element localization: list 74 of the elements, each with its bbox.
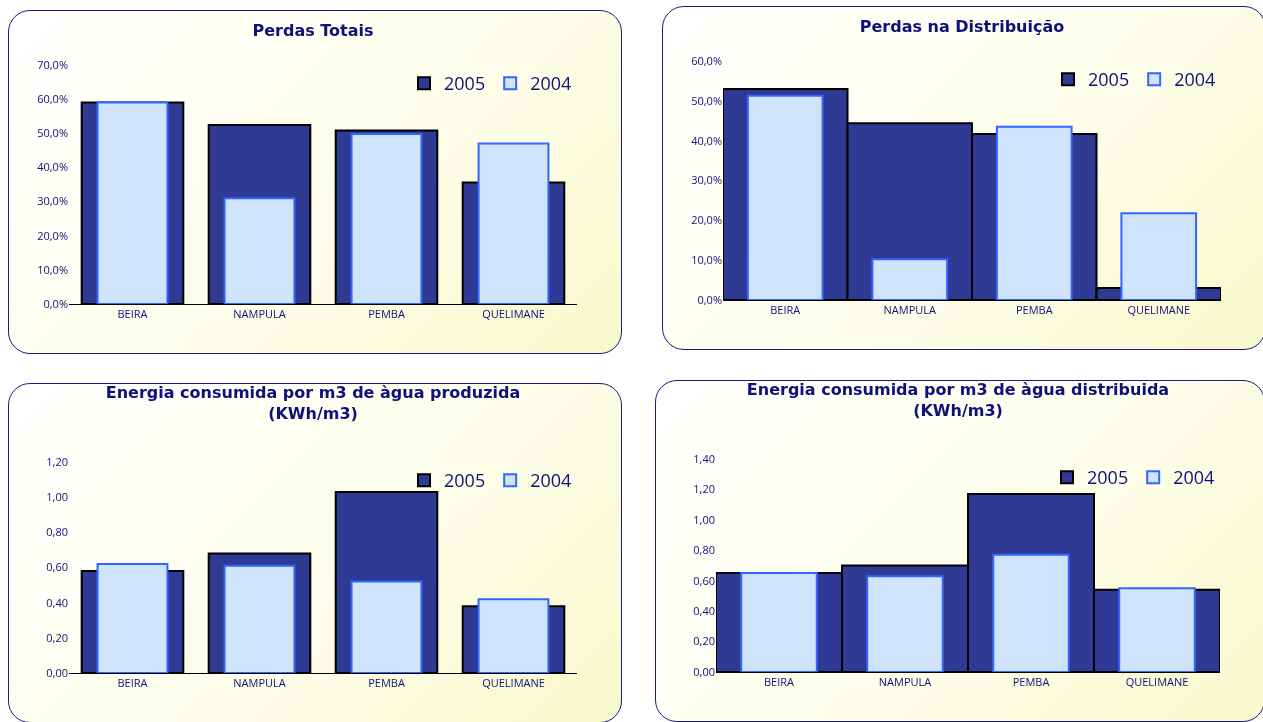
bar <box>740 572 818 672</box>
y-tick-label: 50,0% <box>691 92 722 108</box>
y-tick-label: 0,0% <box>697 291 722 307</box>
y-tick-label: 70,0% <box>37 56 68 72</box>
y-tick-label: 40,0% <box>691 132 722 148</box>
y-tick-label: 20,0% <box>691 212 722 228</box>
legend-label: 2005 <box>444 468 486 493</box>
bar <box>746 94 824 300</box>
y-tick-label: 0,80 <box>46 524 68 540</box>
x-tick-label: BEIRA <box>117 306 148 322</box>
y-tick-label: 1,20 <box>46 453 68 469</box>
x-tick-label: PEMBA <box>368 675 405 691</box>
x-tick-label: QUELIMANE <box>1125 674 1189 690</box>
x-tick-label: NAMPULA <box>233 306 286 322</box>
bar <box>350 132 423 304</box>
chart-title: Perdas na Distribuição <box>859 17 1065 37</box>
y-tick-label: 10,0% <box>691 252 722 268</box>
x-tick-label: BEIRA <box>117 675 148 691</box>
x-tick-label: NAMPULA <box>233 675 286 691</box>
x-tick-label: QUELIMANE <box>482 675 545 691</box>
chart-title: Energia consumida por m3 de àgua produzida (KWh/m3) <box>105 383 521 423</box>
y-tick-label: 30,0% <box>37 193 68 209</box>
legend-label: 2004 <box>530 468 572 493</box>
y-tick-label: 60,0% <box>691 52 722 68</box>
bar <box>1120 212 1198 300</box>
legend-label: 2004 <box>1173 465 1215 490</box>
bar <box>871 258 949 300</box>
y-tick-label: 0,40 <box>46 594 68 610</box>
bar <box>866 575 944 672</box>
y-tick-label: 0,40 <box>693 602 715 618</box>
bar <box>96 101 169 304</box>
y-tick-label: 30,0% <box>691 172 722 188</box>
bar <box>992 553 1070 672</box>
x-tick-label: NAMPULA <box>878 674 932 690</box>
y-tick-label: 0,20 <box>46 629 68 645</box>
y-tick-label: 10,0% <box>37 261 68 277</box>
bar <box>995 125 1073 300</box>
legend-label: 2004 <box>1174 67 1216 92</box>
x-tick-label: QUELIMANE <box>1127 302 1191 318</box>
y-tick-label: 0,60 <box>46 559 68 575</box>
y-tick-label: 0,00 <box>693 663 715 679</box>
x-tick-label: QUELIMANE <box>482 306 545 322</box>
bar <box>96 562 169 673</box>
x-tick-label: BEIRA <box>770 302 801 318</box>
y-tick-label: 1,00 <box>693 511 715 527</box>
x-tick-label: PEMBA <box>368 306 405 322</box>
y-tick-label: 0,60 <box>693 572 715 588</box>
chart-title: Energia consumida por m3 de àgua distribuida (KWh/m3) <box>746 380 1170 420</box>
bar <box>477 598 550 673</box>
y-tick-label: 1,20 <box>693 481 715 497</box>
y-tick-label: 20,0% <box>37 227 68 243</box>
bar <box>350 580 423 673</box>
legend-label: 2005 <box>444 71 486 96</box>
x-tick-label: PEMBA <box>1012 674 1050 690</box>
bar <box>1118 587 1196 672</box>
y-tick-label: 0,00 <box>46 664 68 680</box>
y-tick-label: 0,80 <box>693 542 715 558</box>
bar <box>223 197 296 304</box>
y-tick-label: 40,0% <box>37 159 68 175</box>
y-tick-label: 50,0% <box>37 125 68 141</box>
bar <box>223 564 296 673</box>
legend-label: 2005 <box>1087 465 1129 490</box>
bar <box>477 142 550 304</box>
x-tick-label: PEMBA <box>1015 302 1053 318</box>
y-tick-label: 1,00 <box>46 489 68 505</box>
x-tick-label: NAMPULA <box>883 302 937 318</box>
y-tick-label: 60,0% <box>37 90 68 106</box>
legend-label: 2004 <box>530 71 572 96</box>
y-tick-label: 1,40 <box>693 450 715 466</box>
legend-label: 2005 <box>1088 67 1130 92</box>
y-tick-label: 0,20 <box>693 633 715 649</box>
x-tick-label: BEIRA <box>763 674 795 690</box>
chart-title: Perdas Totais <box>252 21 374 41</box>
y-tick-label: 0,0% <box>43 295 68 311</box>
